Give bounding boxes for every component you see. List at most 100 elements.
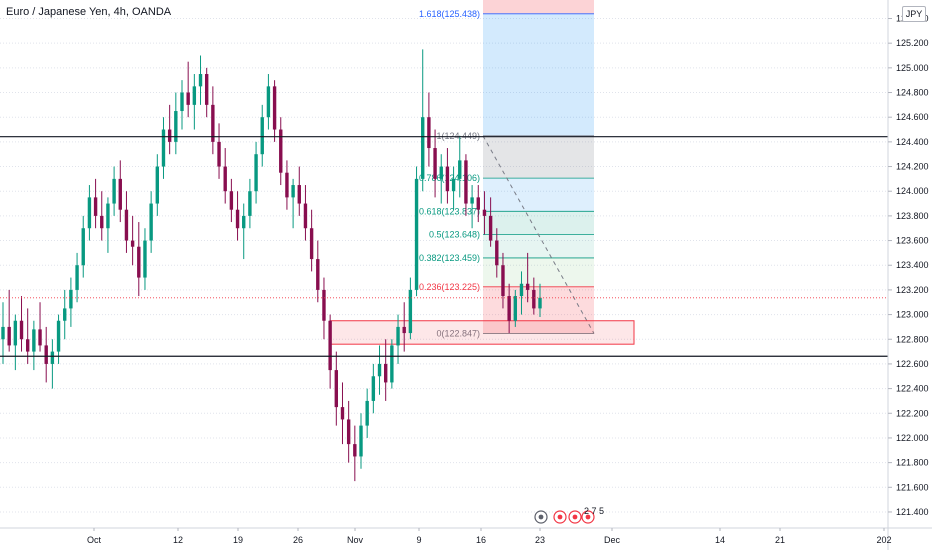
candle-body	[421, 117, 425, 179]
x-tick-label: 12	[173, 535, 183, 545]
candle-body	[519, 283, 524, 297]
candle-body	[414, 178, 419, 290]
event-markers[interactable]: 2 7 5	[534, 506, 604, 524]
x-tick-label: Oct	[87, 535, 102, 545]
candle-body	[482, 209, 487, 216]
candle-body	[211, 104, 215, 142]
candle-body	[7, 326, 11, 346]
x-tick-label: Nov	[347, 535, 364, 545]
y-tick-label: 124.400	[896, 137, 929, 147]
candle-body	[439, 166, 443, 179]
x-tick-label: 202	[876, 535, 891, 545]
candle-body	[507, 296, 511, 321]
candle-body	[155, 166, 160, 204]
chart-title: Euro / Japanese Yen, 4h, OANDA	[6, 6, 172, 18]
price-axis[interactable]: 121.400 121.600 121.800 122.000 122.200 122.4…	[887, 0, 932, 550]
candle-body	[334, 370, 339, 408]
fib-band	[483, 135, 594, 179]
candle-body	[38, 329, 42, 346]
candle-body	[495, 240, 499, 266]
candle-body	[130, 240, 135, 247]
candle-body	[75, 265, 79, 290]
candle-body	[56, 320, 61, 352]
candle-body	[525, 283, 530, 290]
candle-body	[359, 425, 363, 457]
y-tick-label: 123.800	[896, 211, 929, 221]
event-marker-dot	[538, 514, 544, 520]
x-tick-label: 16	[476, 535, 486, 545]
y-tick-label: 125.000	[896, 63, 929, 73]
fib-level-label: 0(122.847)	[436, 328, 480, 338]
candle-body	[235, 209, 240, 229]
candle-body	[433, 148, 437, 179]
candle-body	[180, 92, 184, 112]
fib-band	[483, 178, 594, 212]
candle-body	[192, 86, 197, 105]
x-tick-label: 14	[715, 535, 725, 545]
candle-body	[223, 166, 227, 192]
candle-body	[285, 172, 289, 198]
candle-body	[248, 191, 252, 216]
x-tick-label: Dec	[604, 535, 621, 545]
y-tick-label: 123.600	[896, 236, 929, 246]
y-tick-label: 122.000	[896, 433, 929, 443]
demand-zone	[329, 320, 635, 345]
candle-body	[538, 297, 542, 309]
y-tick-label: 122.400	[896, 384, 929, 394]
time-axis[interactable]: Oct 12 19 26 Nov 9 16 23 Dec 14 21 202	[0, 527, 932, 545]
fib-level-label: 0.382(123.459)	[419, 253, 480, 263]
candle-body	[229, 191, 234, 210]
price-axis-panel	[888, 0, 932, 550]
candle-body	[309, 228, 314, 260]
y-tick-label: 121.800	[896, 458, 929, 468]
candle-body	[186, 92, 190, 105]
candle-body	[44, 345, 48, 364]
candle-body	[476, 197, 480, 210]
candle-body	[390, 345, 394, 383]
y-tick-label: 121.600	[896, 482, 929, 492]
candle-body	[353, 444, 357, 457]
candle-body	[340, 407, 345, 420]
event-marker-dot	[572, 514, 578, 520]
candle-body	[272, 86, 277, 130]
candle-body	[198, 74, 203, 87]
y-tick-label: 124.600	[896, 112, 929, 122]
candle-body	[32, 329, 36, 352]
candle-body	[279, 129, 283, 173]
candle-body	[106, 203, 110, 229]
y-tick-label: 124.000	[896, 186, 929, 196]
candle-body	[445, 166, 450, 192]
candle-body	[118, 178, 122, 210]
y-tick-label: 123.200	[896, 285, 929, 295]
fib-extension-band	[483, 13, 594, 136]
y-tick-label: 122.600	[896, 359, 929, 369]
candle-body	[143, 240, 147, 278]
x-tick-label: 26	[293, 535, 303, 545]
fib-level-label: 0.786(124.106)	[419, 173, 480, 183]
candle-body	[532, 289, 536, 309]
currency-button[interactable]: JPY	[902, 6, 926, 22]
candle-body	[322, 289, 326, 321]
candle-body	[427, 117, 431, 149]
candle-body	[100, 215, 104, 229]
candle-body	[217, 141, 221, 167]
fib-trend-line	[482, 135, 595, 334]
candle-body	[291, 185, 295, 198]
candle-body	[316, 259, 320, 290]
candle-body	[297, 185, 301, 204]
candle-body	[93, 197, 98, 216]
y-tick-label: 122.800	[896, 334, 929, 344]
fib-level-label: 0.236(123.225)	[419, 282, 480, 292]
x-tick-label: 9	[416, 535, 421, 545]
candle-body	[13, 320, 18, 346]
candle-body	[1, 326, 5, 340]
candle-body	[254, 154, 258, 192]
fib-level-label: 0.5(123.648)	[429, 230, 480, 240]
candle-body	[242, 215, 246, 229]
candle-body	[470, 197, 474, 204]
candle-body	[396, 326, 400, 346]
y-tick-label: 125.200	[896, 38, 929, 48]
candle-body	[328, 320, 332, 371]
candle-body	[137, 246, 141, 278]
